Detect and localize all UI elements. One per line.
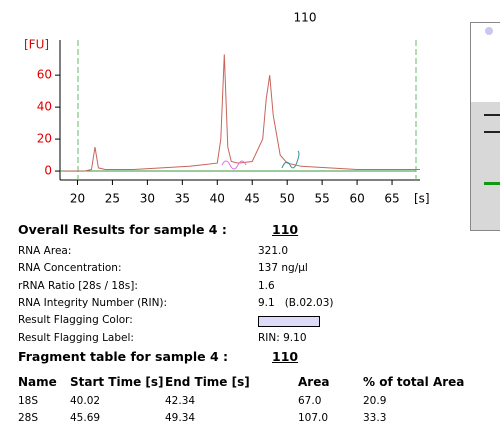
table-cell: 49.34 <box>165 412 195 424</box>
row-label: RNA Area: <box>18 245 71 257</box>
x-tick-label: 45 <box>245 192 260 206</box>
table-cell: 20.9 <box>363 395 386 407</box>
x-tick-label: 55 <box>314 192 329 206</box>
row-value: 1.6 <box>258 280 275 292</box>
section-heading: Fragment table for sample 4 : <box>18 349 228 364</box>
table-cell: 107.0 <box>298 412 328 424</box>
table-header: End Time [s] <box>165 375 250 389</box>
x-tick-label: 35 <box>175 192 190 206</box>
table-cell: 42.34 <box>165 395 195 407</box>
x-tick-label: 25 <box>105 192 120 206</box>
row-label: Result Flagging Label: <box>18 332 134 344</box>
x-tick-label: 20 <box>70 192 85 206</box>
section-heading: Overall Results for sample 4 : <box>18 222 227 237</box>
chart-title: 110 <box>294 11 317 25</box>
x-tick-label: 50 <box>280 192 295 206</box>
gel-lane <box>471 102 500 230</box>
y-tick-label: 0 <box>44 164 52 178</box>
row-value: RIN: 9.10 <box>258 332 307 344</box>
gel-band <box>484 114 500 116</box>
gel-image <box>470 22 500 232</box>
gel-dot <box>485 27 493 35</box>
gel-band <box>484 131 500 133</box>
row-label: Result Flagging Color: <box>18 314 133 326</box>
gel-marker <box>484 182 500 185</box>
electropherogram: 110 [FU] [s] 0 20 40 60 20 25 30 35 40 45 50 55 60 65 <box>0 0 440 215</box>
table-cell: 45.69 <box>70 412 100 424</box>
x-axis-label: [s] <box>414 192 430 206</box>
table-cell: 18S <box>18 395 38 407</box>
x-tick-label: 30 <box>140 192 155 206</box>
trace <box>64 54 421 171</box>
row-label: RNA Concentration: <box>18 262 122 274</box>
table-header: Start Time [s] <box>70 375 164 389</box>
x-tick-label: 60 <box>349 192 364 206</box>
table-cell: 28S <box>18 412 38 424</box>
x-tick-label: 40 <box>210 192 225 206</box>
report-page: 110 [FU] [s] 0 20 40 60 20 25 30 35 40 45 50 55 60 65… <box>0 0 500 437</box>
row-value: 137 ng/µl <box>258 262 308 274</box>
sample-name: 110 <box>272 349 298 364</box>
row-label: RNA Integrity Number (RIN): <box>18 297 167 309</box>
table-header: % of total Area <box>363 375 464 389</box>
table-header: Name <box>18 375 57 389</box>
row-value: 321.0 <box>258 245 288 257</box>
row-value: 9.1 (B.02.03) <box>258 297 334 309</box>
row-label: rRNA Ratio [28s / 18s]: <box>18 280 138 292</box>
y-axis-label: [FU] <box>24 38 49 52</box>
table-cell: 33.3 <box>363 412 386 424</box>
y-tick-label: 60 <box>37 68 52 82</box>
gel-top <box>471 23 500 103</box>
y-tick-label: 40 <box>37 100 52 114</box>
x-tick-label: 65 <box>384 192 399 206</box>
table-cell: 67.0 <box>298 395 321 407</box>
sample-name: 110 <box>272 222 298 237</box>
y-tick-label: 20 <box>37 132 52 146</box>
flag-swatch <box>258 316 320 327</box>
table-cell: 40.02 <box>70 395 100 407</box>
table-header: Area <box>298 375 329 389</box>
